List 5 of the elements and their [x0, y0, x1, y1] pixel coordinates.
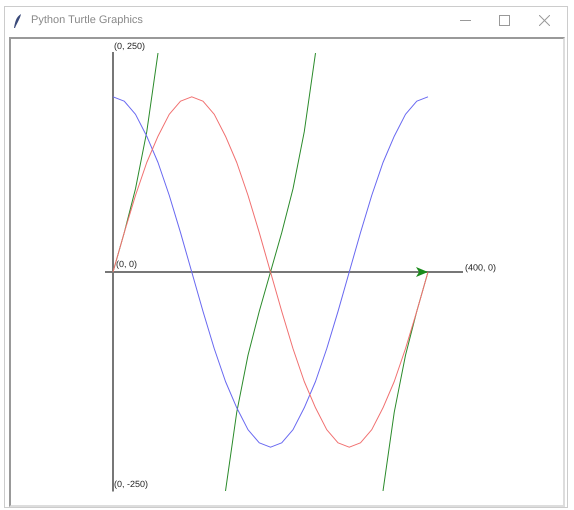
annotation: (0, -250) [114, 478, 148, 489]
annotation: (0, 0) [116, 258, 138, 269]
text: (0, 250) [114, 40, 146, 51]
chart-title: Python Turtle Graphics [31, 14, 143, 26]
text: (400, 0) [465, 262, 496, 272]
